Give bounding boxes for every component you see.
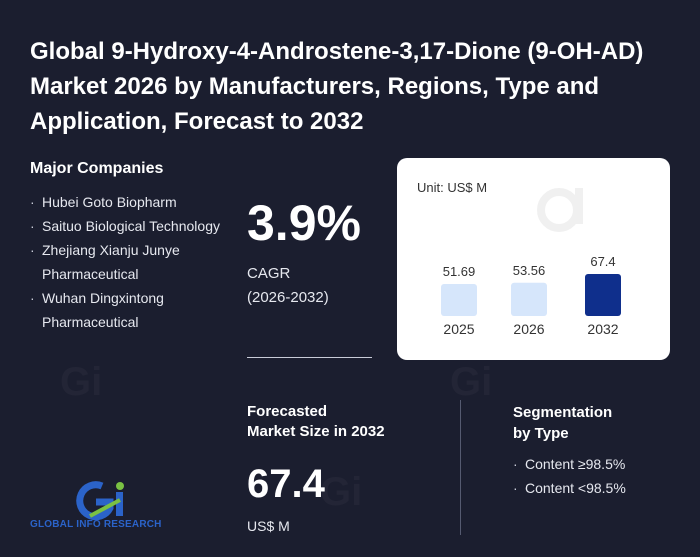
- forecast-heading-line1: Forecasted: [247, 403, 328, 420]
- company-item: Wuhan Dingxintong Pharmaceutical: [30, 286, 220, 334]
- market-size-chart: 51.69 2025 53.56 2026 67.4 2032: [441, 188, 621, 337]
- bar-2032: [585, 274, 621, 316]
- bar-value-label: 51.69: [443, 264, 476, 279]
- bar-category-label: 2032: [587, 321, 618, 337]
- cagr-label: CAGR: [247, 265, 291, 282]
- segment-item: Content ≥98.5%: [513, 452, 626, 476]
- logo-text: GLOBAL INFO RESEARCH: [30, 519, 162, 530]
- vertical-divider: [460, 400, 461, 535]
- segmentation-heading: Segmentation by Type: [513, 402, 612, 444]
- forecast-heading-line2: Market Size in 2032: [247, 423, 385, 440]
- watermark-logo: Gi: [60, 360, 102, 405]
- page-title: Global 9-Hydroxy-4-Androstene-3,17-Dione…: [30, 38, 644, 135]
- bar-category-label: 2025: [443, 321, 474, 337]
- forecast-value: 67.4: [247, 462, 325, 506]
- bar-2025: [441, 284, 477, 316]
- company-item: Zhejiang Xianju Junye Pharmaceutical: [30, 238, 220, 286]
- segmentation-list: Content ≥98.5% Content <98.5%: [513, 452, 626, 500]
- divider: [247, 357, 372, 358]
- cagr-value: 3.9%: [247, 195, 361, 251]
- chart-watermark: [537, 188, 583, 232]
- major-companies-list: Hubei Goto Biopharm Saituo Biological Te…: [30, 190, 220, 334]
- cagr-period: (2026-2032): [247, 289, 329, 306]
- market-size-chart-card: 51.69 2025 53.56 2026 67.4 2032 Unit: US$ M: [397, 158, 670, 360]
- bar-value-label: 67.4: [590, 254, 615, 269]
- segmentation-heading-line1: Segmentation: [513, 404, 613, 421]
- chart-unit-label: Unit: US$ M: [417, 180, 488, 195]
- forecast-heading: Forecasted Market Size in 2032: [247, 402, 385, 442]
- company-item: Saituo Biological Technology: [30, 214, 220, 238]
- watermark-logo: Gi: [320, 470, 362, 515]
- bar-category-label: 2026: [513, 321, 544, 337]
- watermark-logo: Gi: [450, 360, 492, 405]
- bar-value-label: 53.56: [513, 263, 546, 278]
- segmentation-heading-line2: by Type: [513, 425, 569, 442]
- forecast-unit: US$ M: [247, 518, 290, 534]
- major-companies-heading: Major Companies: [30, 160, 164, 177]
- company-item: Hubei Goto Biopharm: [30, 190, 220, 214]
- segment-item: Content <98.5%: [513, 476, 626, 500]
- global-info-research-logo: [76, 481, 124, 521]
- bar-2026: [511, 282, 547, 316]
